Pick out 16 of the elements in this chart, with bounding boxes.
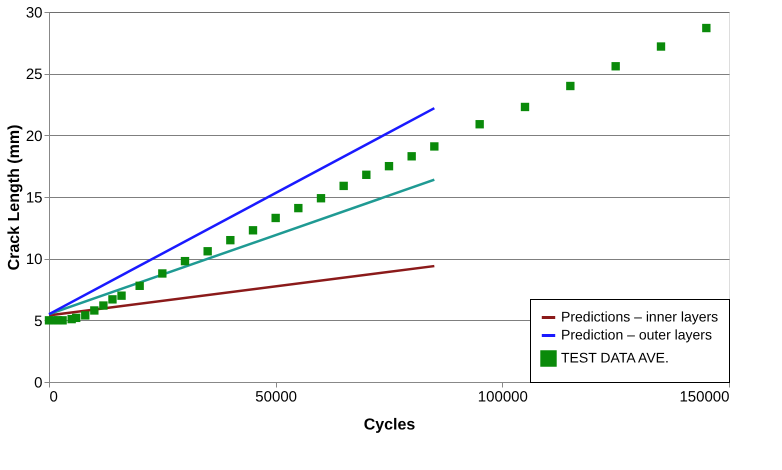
x-tick-label: 50000: [255, 388, 298, 406]
y-tick-label: 10: [26, 251, 42, 268]
x-tick-label: 100000: [478, 388, 528, 406]
x-tick-label: 150000: [679, 388, 730, 406]
y-tick-label: 20: [26, 128, 42, 145]
y-tick-label: 15: [26, 190, 42, 206]
x-axis-title: Cycles: [364, 416, 416, 434]
x-tick-label: 0: [50, 388, 58, 406]
legend-label: Prediction – outer layers: [561, 326, 712, 342]
y-tick-label: 25: [26, 66, 42, 84]
legend-label: TEST DATA AVE.: [561, 350, 669, 366]
y-tick-label: 0: [34, 374, 42, 392]
y-tick-label: 30: [26, 4, 42, 22]
y-axis-title: Crack Length (mm): [6, 124, 23, 270]
y-tick-label: 5: [34, 312, 42, 330]
legend-label: Predictions – inner layers: [561, 308, 718, 324]
